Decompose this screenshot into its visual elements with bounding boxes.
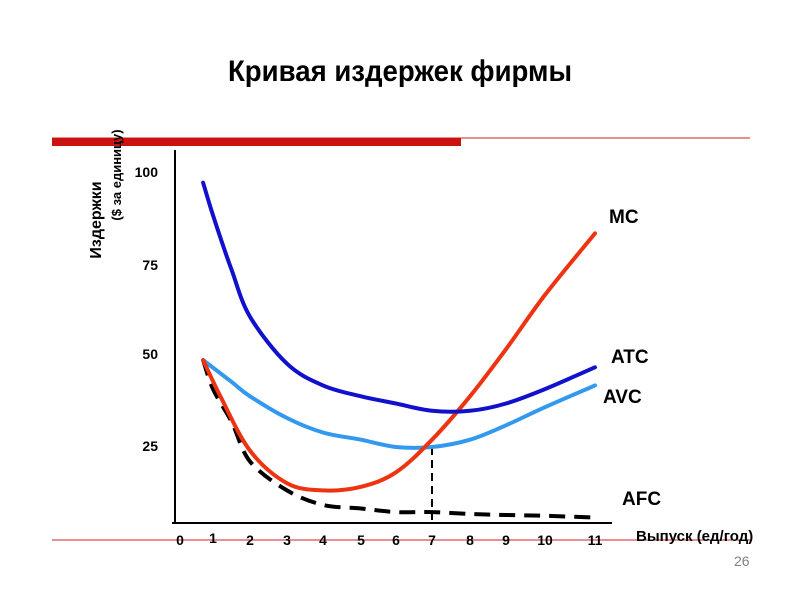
series-label-atc: ATC (611, 347, 649, 368)
y-axis-unit: ($ за единицу) (109, 129, 124, 220)
y-tick-75: 75 (142, 257, 158, 273)
x-tick-1: 1 (209, 530, 217, 546)
y-tick-50: 50 (142, 346, 158, 362)
curve-afc (201, 359, 596, 520)
curve-avc (201, 358, 597, 450)
y-tick-100: 100 (135, 164, 159, 180)
curve-mc (201, 231, 597, 493)
x-tick-3: 3 (283, 532, 291, 548)
x-tick-10: 10 (537, 532, 553, 548)
x-tick-4: 4 (319, 532, 327, 548)
x-tick-0: 0 (176, 532, 184, 548)
tick-labels: 0 1 2 3 4 5 6 7 8 9 10 11 25 50 75 100 (135, 164, 603, 548)
slide-title: Кривая издержек фирмы (227, 55, 573, 88)
y-axis-label: Издержки (88, 181, 105, 258)
x-tick-9: 9 (502, 532, 510, 548)
series-label-avc: AVC (603, 387, 642, 408)
y-axis-title: Издержки (88, 181, 105, 258)
x-axis-label: Выпуск (ед/год) (636, 528, 753, 545)
curve-atc (201, 180, 597, 414)
x-tick-8: 8 (466, 532, 474, 548)
curves (201, 180, 597, 520)
x-tick-2: 2 (246, 532, 254, 548)
x-tick-5: 5 (357, 532, 365, 548)
x-tick-11: 11 (588, 532, 603, 548)
page-number: 26 (734, 553, 750, 569)
y-tick-25: 25 (142, 438, 158, 454)
x-tick-7: 7 (428, 532, 436, 548)
series-label-mc: MC (609, 207, 639, 228)
decor-thick-red-bar (52, 138, 461, 146)
series-labels: MC ATC AVC AFC (603, 207, 661, 510)
x-tick-6: 6 (392, 532, 400, 548)
series-label-afc: AFC (622, 489, 661, 510)
y-axis-subtitle: ($ за единицу) (109, 129, 124, 220)
